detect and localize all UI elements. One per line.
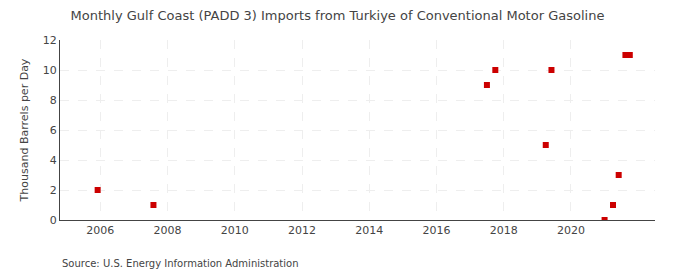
svg-text:2014: 2014 xyxy=(355,224,383,237)
svg-text:2012: 2012 xyxy=(288,224,316,237)
svg-text:8: 8 xyxy=(50,94,57,107)
svg-text:2018: 2018 xyxy=(490,224,518,237)
svg-text:Thousand Barrels per Day: Thousand Barrels per Day xyxy=(18,58,31,202)
svg-text:2016: 2016 xyxy=(423,224,451,237)
svg-text:Source: U.S. Energy Informatio: Source: U.S. Energy Information Administ… xyxy=(62,258,299,269)
svg-text:12: 12 xyxy=(43,34,57,47)
svg-text:4: 4 xyxy=(50,154,57,167)
svg-text:2: 2 xyxy=(50,184,57,197)
svg-text:Monthly Gulf Coast (PADD 3) Im: Monthly Gulf Coast (PADD 3) Imports from… xyxy=(71,8,605,23)
svg-text:0: 0 xyxy=(50,214,57,227)
svg-text:2010: 2010 xyxy=(221,224,249,237)
svg-text:10: 10 xyxy=(43,64,57,77)
svg-text:2020: 2020 xyxy=(557,224,585,237)
svg-text:2006: 2006 xyxy=(86,224,114,237)
svg-text:2008: 2008 xyxy=(154,224,182,237)
svg-text:6: 6 xyxy=(50,124,57,137)
